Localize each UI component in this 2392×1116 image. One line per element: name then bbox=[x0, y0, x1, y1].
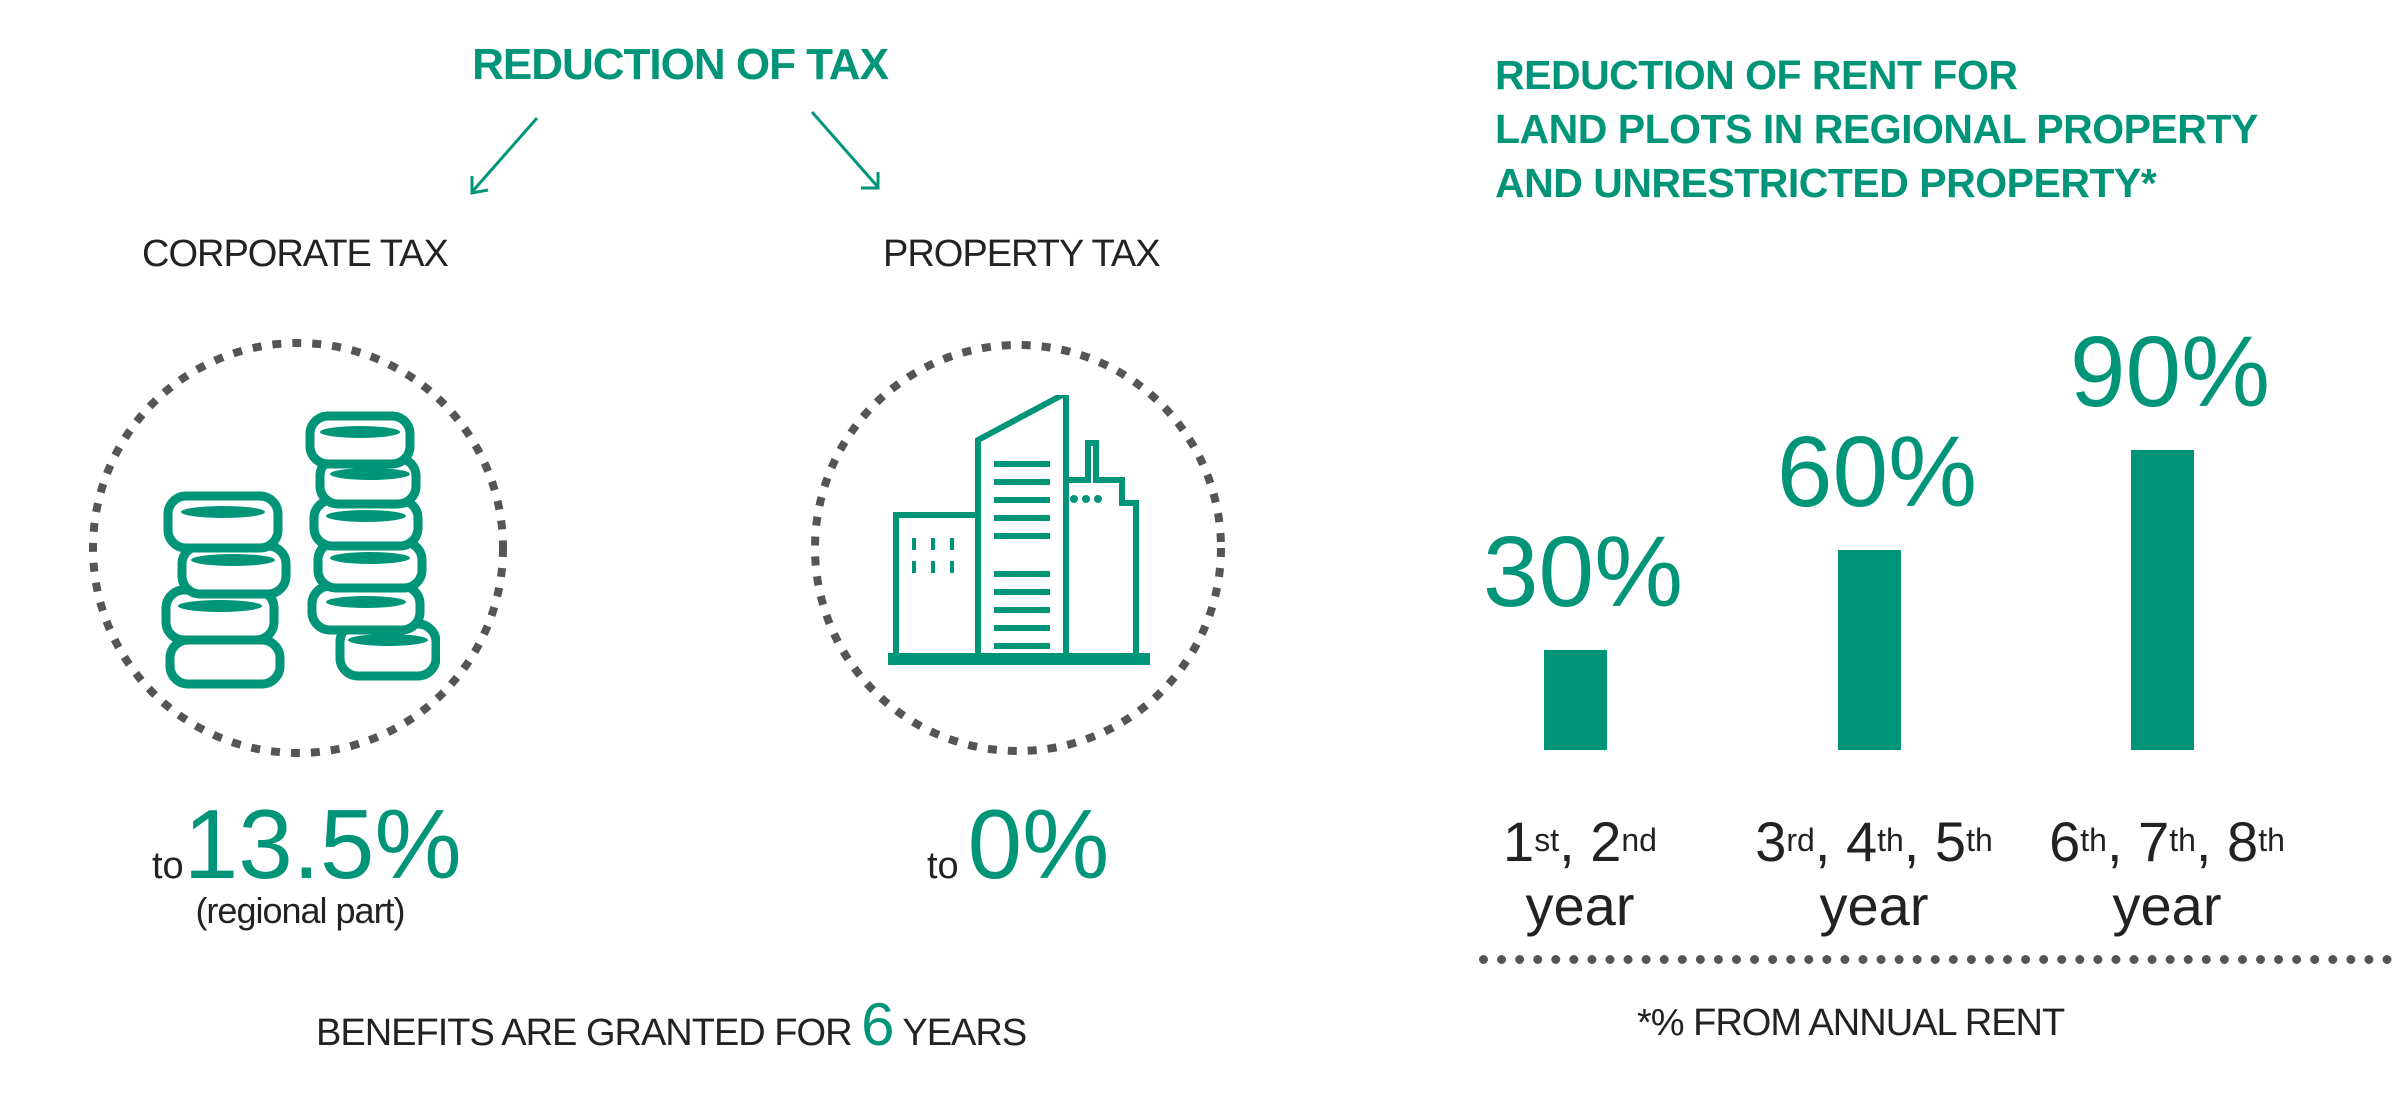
category-label: 1st, 2nd year bbox=[1503, 810, 1657, 937]
property-tax-label: PROPERTY TAX bbox=[883, 233, 1161, 275]
corporate-tax-rate: 13.5% bbox=[183, 789, 462, 899]
rent-title-line: REDUCTION OF RENT FOR bbox=[1495, 52, 2018, 98]
arrow-right-icon bbox=[810, 111, 880, 190]
corporate-tax-circle bbox=[89, 339, 507, 757]
bar-3 bbox=[2130, 450, 2194, 750]
rent-title-line: LAND PLOTS IN REGIONAL PROPERTY bbox=[1495, 106, 2258, 152]
benefits-prefix: BENEFITS ARE GRANTED FOR bbox=[316, 1012, 853, 1054]
coins-icon bbox=[161, 411, 440, 689]
corporate-tax-label: CORPORATE TAX bbox=[142, 233, 449, 275]
bar-value-label: 90% bbox=[2069, 316, 2271, 429]
benefits-years-number: 6 bbox=[861, 991, 894, 1058]
reduction-of-tax-title: REDUCTION OF TAX bbox=[472, 40, 889, 89]
dotted-divider bbox=[1479, 955, 2392, 964]
arrow-left-icon bbox=[470, 117, 539, 195]
property-tax-circle bbox=[811, 341, 1225, 755]
property-to-label: to bbox=[927, 845, 959, 887]
building-icon bbox=[888, 395, 1150, 665]
category-label: 3rd, 4th, 5th year bbox=[1755, 810, 1993, 937]
benefits-note: BENEFITS ARE GRANTED FOR 6 YEARS bbox=[316, 990, 1027, 1059]
benefits-suffix: YEARS bbox=[902, 1012, 1027, 1054]
rent-reduction-title: REDUCTION OF RENT FOR LAND PLOTS IN REGI… bbox=[1495, 48, 2258, 210]
property-tax-value: to 0% bbox=[927, 795, 1109, 893]
rent-footnote: *% FROM ANNUAL RENT bbox=[1637, 1002, 2065, 1044]
regional-part-note: (regional part) bbox=[195, 890, 405, 931]
bar-value-label: 60% bbox=[1776, 416, 1978, 529]
arrows bbox=[470, 111, 880, 195]
corporate-to-label: to bbox=[152, 845, 184, 887]
category-label: 6th, 7th, 8th year bbox=[2049, 810, 2285, 937]
bar-value-label: 30% bbox=[1482, 516, 1684, 629]
bar-2 bbox=[1837, 550, 1901, 750]
bar-1 bbox=[1543, 650, 1607, 750]
corporate-tax-value: to13.5% bbox=[152, 795, 462, 893]
property-tax-rate: 0% bbox=[967, 789, 1110, 899]
rent-title-line: AND UNRESTRICTED PROPERTY* bbox=[1495, 160, 2157, 206]
